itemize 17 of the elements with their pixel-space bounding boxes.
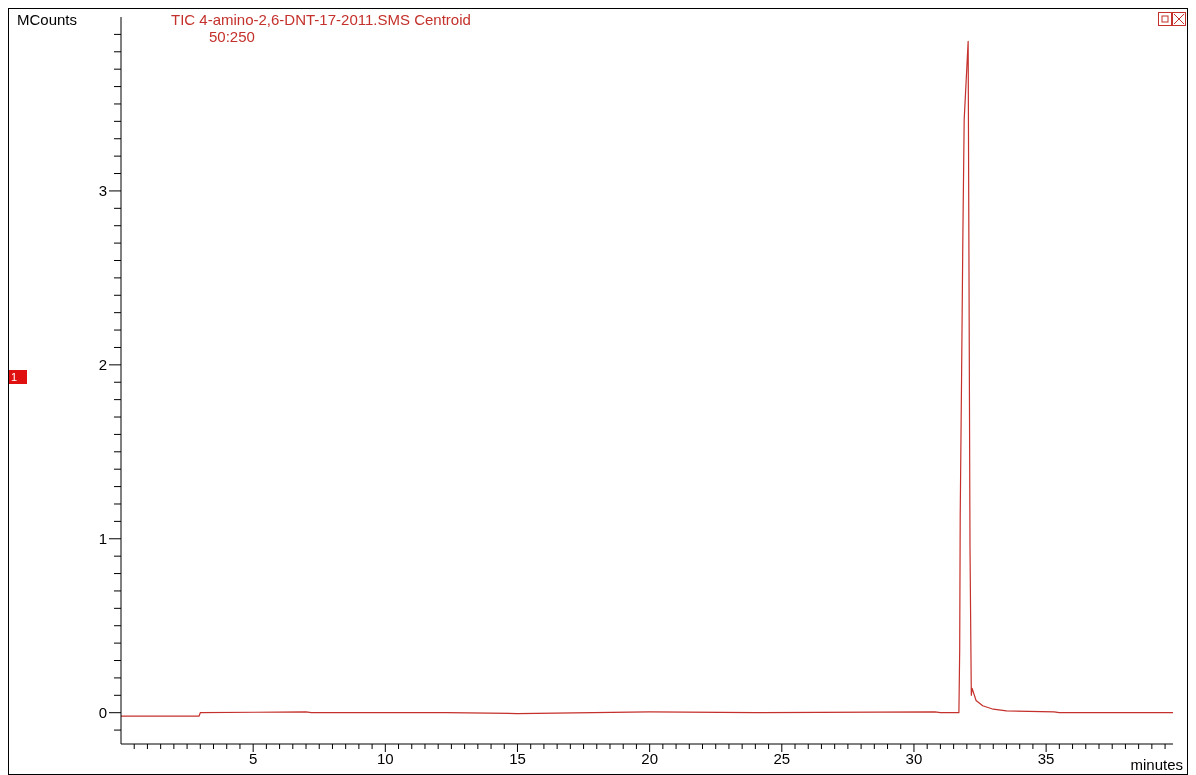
x-axis-title: minutes [1130,756,1183,773]
y-tick-label: 3 [98,181,107,199]
y-tick-label: 2 [98,355,107,373]
x-tick-label: 5 [248,750,258,767]
x-tick-label: 25 [773,750,791,767]
y-axis-title: MCounts [17,11,78,28]
x-tick-label: 20 [641,750,658,767]
line-series [121,40,1173,717]
text: 1 [9,370,28,384]
chart-title: TIC 4-amino-2,6-DNT-17-2011.SMS Centroid [171,11,471,28]
x-tick-label: 30 [905,750,923,767]
x-tick-label: 10 [376,750,394,767]
y-tick-label: 0 [98,703,107,721]
x-tick-label: 35 [1037,750,1055,767]
x-tick-label: 15 [509,750,526,767]
text: 50:250 [208,28,256,45]
y-tick-label: 1 [98,529,107,547]
